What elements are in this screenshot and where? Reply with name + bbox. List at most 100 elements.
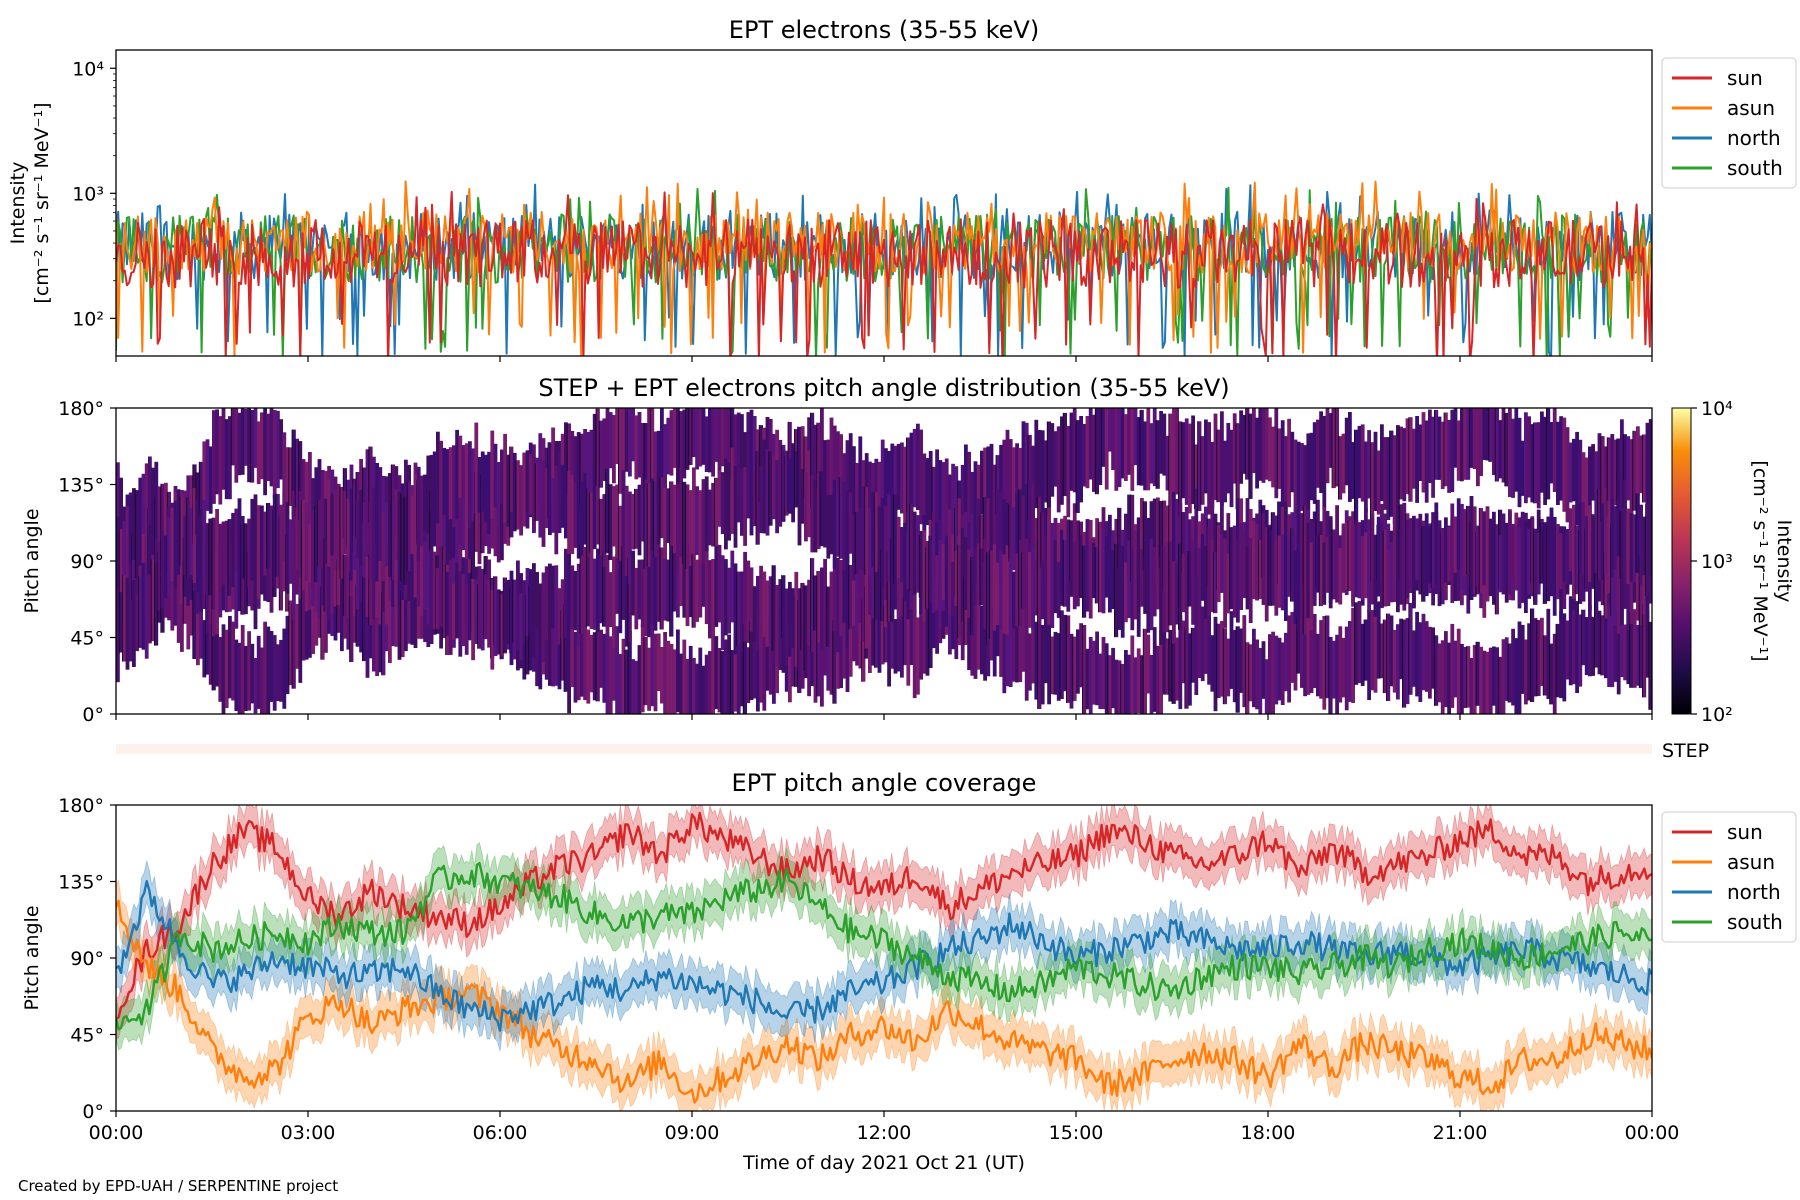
heat-cell-south — [362, 502, 367, 578]
panel3-xlabel: Time of day 2021 Oct 21 (UT) — [742, 1152, 1025, 1174]
heat-cell-sun — [1645, 422, 1650, 509]
heat-cell-sun — [1149, 423, 1154, 484]
x-tick-label: 18:00 — [1241, 1122, 1296, 1144]
heat-cell-asun — [400, 590, 405, 658]
heat-cell-north — [509, 570, 514, 666]
heat-cell-asun — [1357, 600, 1362, 684]
heat-cell-north — [535, 572, 539, 629]
heat-cell-asun — [1034, 621, 1039, 700]
heat-cell-north — [832, 556, 837, 632]
heat-cell-asun — [1290, 612, 1295, 683]
heat-cell-sun — [1309, 432, 1314, 501]
heat-cell-south — [1335, 529, 1339, 603]
heat-cell-north — [352, 540, 357, 617]
heat-cell-north — [692, 553, 696, 628]
heat-cell-north — [452, 583, 456, 640]
heat-cell-sun — [1079, 416, 1083, 503]
heat-cell-north — [551, 565, 555, 629]
heat-cell-asun — [228, 615, 232, 699]
heat-cell-north — [1639, 554, 1643, 626]
heat-cell-asun — [1322, 616, 1327, 710]
heat-cell-asun — [1015, 622, 1019, 683]
heat-cell-asun — [1287, 615, 1291, 703]
heat-cell-south — [1066, 520, 1071, 612]
heat-cell-asun — [772, 613, 776, 704]
panel2-title: STEP + EPT electrons pitch angle distrib… — [538, 374, 1229, 402]
heat-cell-south — [701, 479, 706, 565]
heat-cell-north — [359, 537, 363, 603]
heat-cell-asun — [1271, 631, 1275, 714]
panel1-x-ticks — [115, 356, 1653, 362]
heat-cell-south — [295, 507, 299, 570]
heat-cell-sun — [1399, 426, 1403, 500]
heat-cell-asun — [538, 614, 543, 690]
heat-cell-south — [615, 484, 619, 558]
heat-cell-sun — [1581, 452, 1586, 521]
heat-cell-asun — [564, 603, 568, 692]
heat-cell-sun — [1568, 442, 1573, 503]
heat-cell-south — [1543, 522, 1547, 594]
panel3-x-ticks: 00:00 03:00 06:00 09:00 12:00 15:00 18:00 21:00… — [89, 1111, 1679, 1144]
heat-cell-north — [845, 556, 850, 649]
heat-cell-north — [628, 557, 632, 643]
heat-cell-asun — [375, 599, 379, 676]
heat-cell-asun — [359, 564, 363, 653]
heat-cell-south — [1610, 499, 1615, 578]
heat-cell-south — [1562, 526, 1567, 582]
heat-cell-sun — [1332, 408, 1336, 489]
heat-cell-asun — [692, 658, 696, 714]
heat-cell-south — [804, 472, 808, 542]
heat-cell-asun — [1428, 626, 1432, 699]
heat-cell-south — [429, 454, 434, 511]
step-strip — [116, 744, 1652, 754]
heat-cell-sun — [1533, 422, 1538, 504]
heat-cell-asun — [1152, 627, 1157, 712]
heat-cell-asun — [1204, 615, 1208, 674]
heat-cell-asun — [1472, 645, 1477, 714]
heat-cell-south — [135, 593, 139, 652]
heat-cell-sun — [916, 423, 920, 511]
heat-cell-asun — [858, 600, 863, 669]
heat-cell-south — [119, 592, 123, 653]
heat-cell-north — [768, 576, 773, 652]
heat-cell-south — [794, 451, 799, 508]
heat-cell-north — [708, 560, 712, 639]
heat-cell-sun — [624, 408, 629, 472]
heat-cell-sun — [813, 424, 818, 505]
heat-cell-asun — [1434, 635, 1439, 706]
heat-cell-south — [413, 473, 418, 563]
heat-cell-asun — [1296, 617, 1301, 674]
heat-cell-sun — [1223, 440, 1227, 503]
heat-cell-sun — [247, 408, 251, 483]
heat-cell-sun — [810, 412, 815, 508]
heat-cell-asun — [1501, 639, 1506, 714]
heat-cell-sun — [1165, 435, 1170, 491]
heat-cell-sun — [1028, 434, 1032, 521]
heat-cell-sun — [477, 471, 482, 565]
heat-cell-sun — [637, 412, 642, 478]
heat-cell-sun — [663, 424, 667, 490]
heat-cell-sun — [269, 408, 274, 487]
heat-cell-south — [1444, 517, 1448, 583]
heat-cell-south — [1568, 508, 1573, 572]
heat-cell-south — [1351, 525, 1355, 607]
heat-cell-asun — [1456, 628, 1461, 714]
heat-cell-north — [682, 541, 687, 618]
heat-cell-north — [858, 555, 863, 623]
series-line-north — [116, 880, 1652, 1032]
heat-cell-sun — [1152, 408, 1157, 487]
heat-cell-asun — [1594, 595, 1599, 668]
heat-cell-sun — [631, 408, 635, 462]
heat-cell-asun — [871, 582, 875, 666]
heat-cell-south — [669, 481, 674, 546]
y-tick-label: 180° — [58, 398, 104, 420]
heat-cell-south — [1607, 500, 1611, 594]
heat-cell-south — [996, 562, 1000, 626]
heat-cell-sun — [1514, 408, 1519, 492]
heat-cell-sun — [1607, 437, 1611, 517]
heat-cell-north — [935, 522, 939, 581]
heat-cell-asun — [1197, 620, 1202, 678]
heat-cell-north — [602, 551, 607, 627]
heat-cell-north — [826, 586, 831, 647]
heat-cell-north — [128, 495, 133, 564]
